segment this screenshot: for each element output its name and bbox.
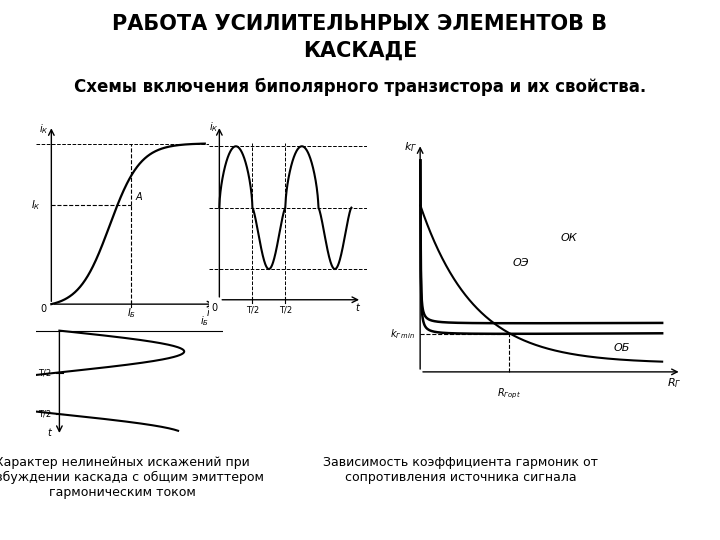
Text: ОБ: ОБ xyxy=(613,343,630,353)
Text: КАСКАДЕ: КАСКАДЕ xyxy=(303,40,417,60)
Text: T/2: T/2 xyxy=(246,306,259,315)
Text: $R_{Гopt}$: $R_{Гopt}$ xyxy=(497,387,521,401)
Text: $i_К$: $i_К$ xyxy=(39,122,48,136)
Text: Зависимость коэффициента гармоник от
сопротивления источника сигнала: Зависимость коэффициента гармоник от соп… xyxy=(323,456,598,484)
Text: РАБОТА УСИЛИТЕЛЬНРЫХ ЭЛЕМЕНТОВ В: РАБОТА УСИЛИТЕЛЬНРЫХ ЭЛЕМЕНТОВ В xyxy=(112,14,608,33)
Text: $R_Г$: $R_Г$ xyxy=(667,377,682,390)
Text: T/2: T/2 xyxy=(279,306,292,315)
Text: 0: 0 xyxy=(211,303,217,313)
Text: Характер нелинейных искажений при
возбуждении каскада с общим эмиттером
гармонич: Характер нелинейных искажений при возбуж… xyxy=(0,456,264,500)
Text: $I_Б$: $I_Б$ xyxy=(127,306,135,320)
Text: T/2: T/2 xyxy=(38,368,52,377)
Text: $t$: $t$ xyxy=(355,301,361,313)
Text: $i_К$: $i_К$ xyxy=(210,120,219,134)
Text: $k_Г$: $k_Г$ xyxy=(404,140,417,153)
Text: $k_{Г\,min}$: $k_{Г\,min}$ xyxy=(390,327,415,341)
Text: $i_Б$: $i_Б$ xyxy=(200,315,209,328)
Text: $i_Б$: $i_Б$ xyxy=(207,306,215,320)
Text: T/2: T/2 xyxy=(38,409,52,418)
Text: A: A xyxy=(136,192,143,202)
Text: 0: 0 xyxy=(40,305,47,314)
Text: Схемы включения биполярного транзистора и их свойства.: Схемы включения биполярного транзистора … xyxy=(74,78,646,97)
Text: ОЭ: ОЭ xyxy=(512,258,528,268)
Text: ОК: ОК xyxy=(560,233,577,243)
Text: $I_К$: $I_К$ xyxy=(31,198,40,212)
Text: t: t xyxy=(48,428,52,438)
